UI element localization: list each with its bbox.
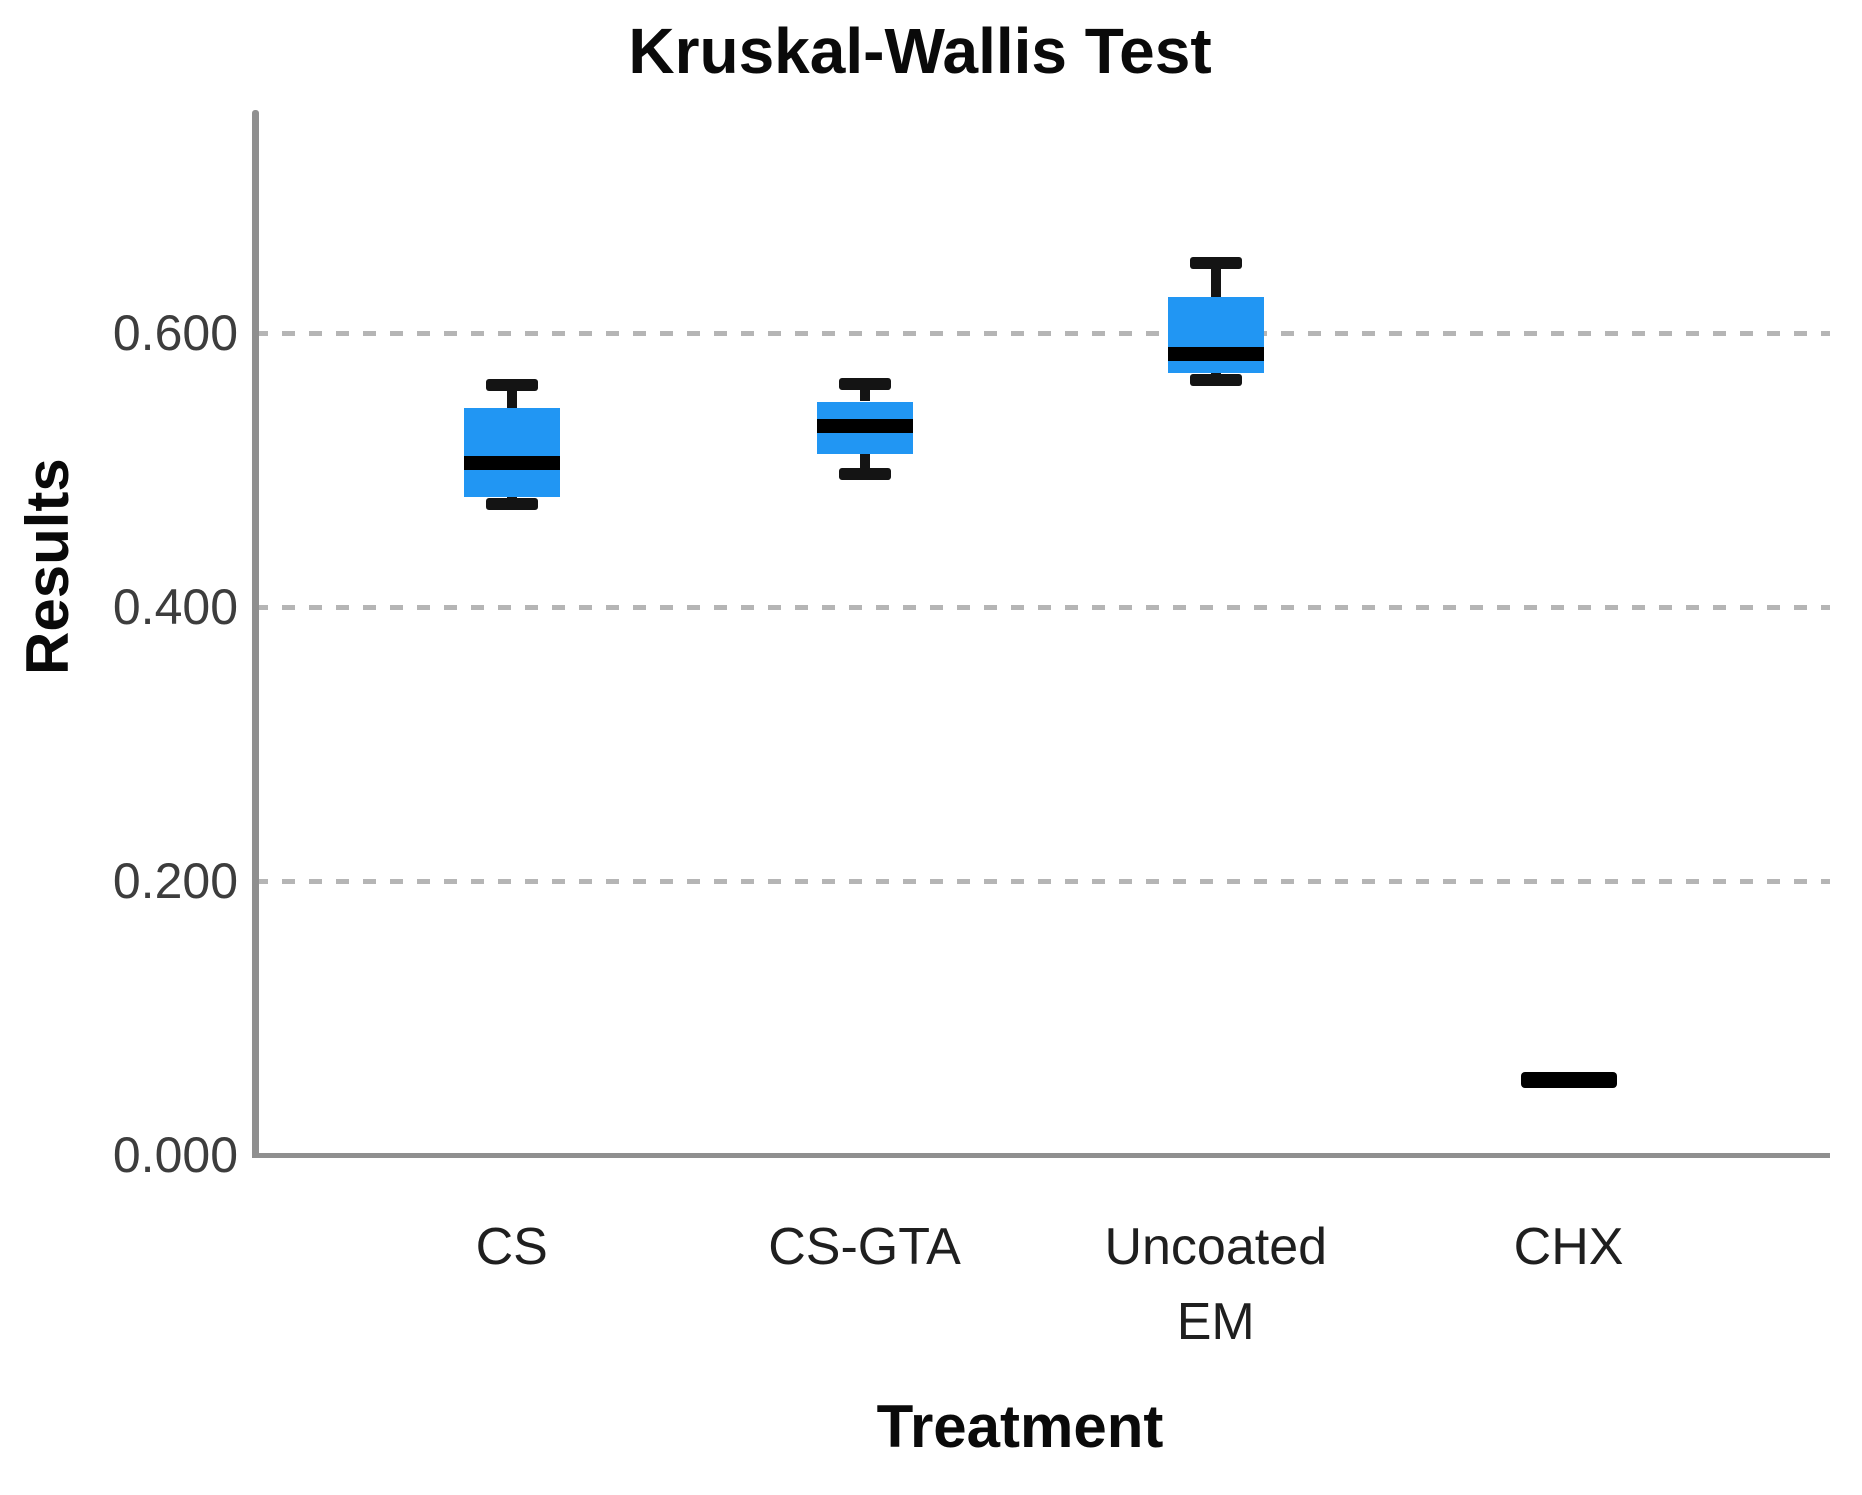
lower-whisker-stem [859,453,870,475]
x-axis-line [252,1153,1830,1158]
x-axis-title: Treatment [876,1393,1164,1460]
y-tick-label-0.600: 0.600 [112,305,238,361]
iqr-box [463,408,560,498]
y-tick-label-0.400: 0.400 [112,579,238,635]
iqr-box [1167,297,1264,373]
chart-title: Kruskal-Wallis Test [628,15,1212,87]
gridline-0.600 [255,331,1830,336]
upper-whisker-cap [1189,257,1242,270]
upper-whisker-stem [1210,263,1221,298]
lower-whisker-cap [485,498,538,511]
y-axis-line [252,110,259,1158]
upper-whisker-stem [506,385,517,409]
category-label-CHX: CHX [1513,1218,1624,1276]
y-tick-label-0.200: 0.200 [112,853,238,909]
gridline-0.400 [255,605,1830,610]
median-line [463,456,560,471]
category-label-Uncoated-EM: Uncoated EM [1104,1218,1328,1352]
y-tick-label-0.000: 0.000 [112,1127,238,1183]
upper-whisker-stem [859,383,870,402]
upper-whisker-cap [485,379,538,392]
gridline-0.200 [255,879,1830,884]
median-line [1167,346,1264,361]
lower-whisker-cap [838,468,891,481]
category-label-CS-GTA: CS-GTA [768,1218,961,1276]
upper-whisker-cap [838,377,891,390]
boxplot-median-line [1520,1071,1617,1088]
median-line [816,419,913,434]
lower-whisker-cap [1189,373,1242,386]
category-label-CS: CS [475,1218,548,1276]
